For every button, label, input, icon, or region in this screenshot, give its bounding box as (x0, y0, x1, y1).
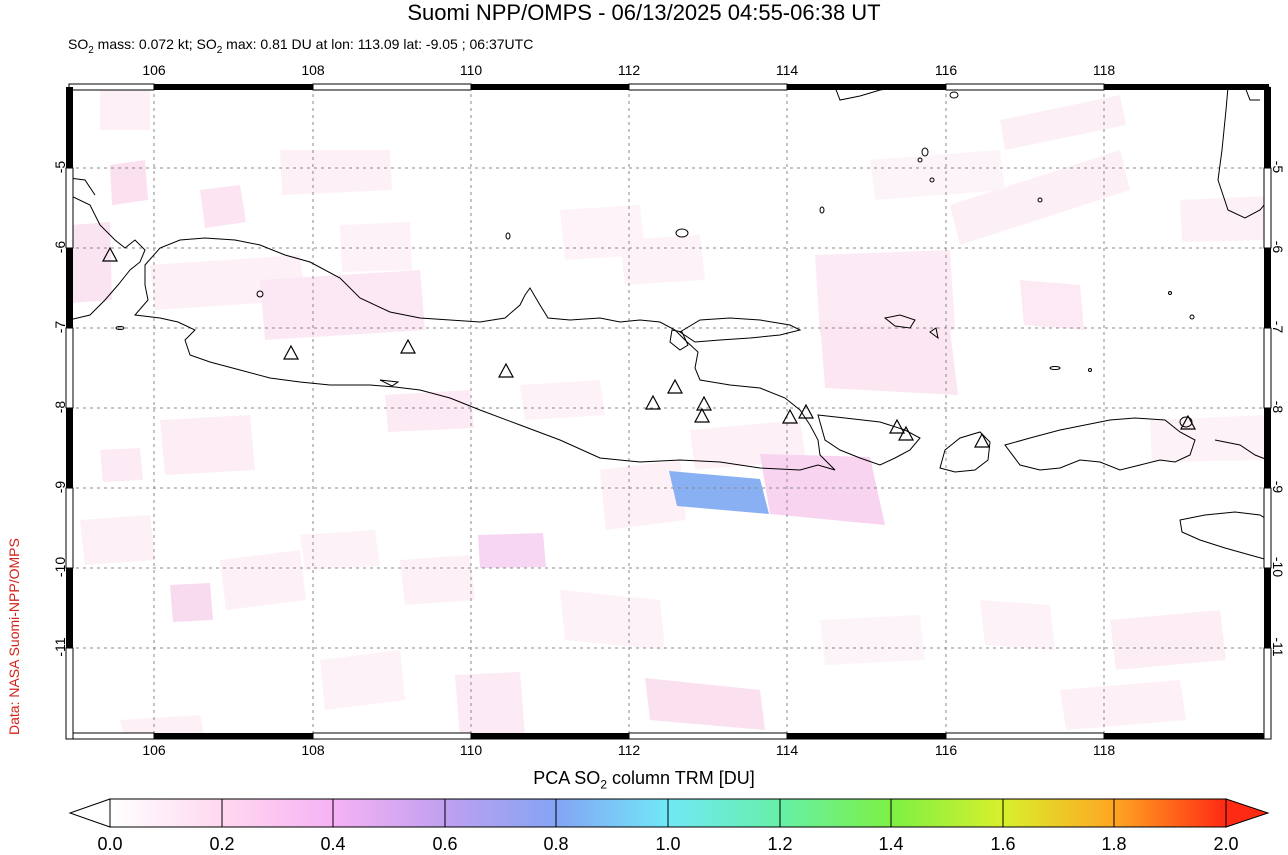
colorbar-tick-label: 1.0 (655, 834, 681, 854)
lon-tick-bottom: 118 (1092, 742, 1116, 758)
triangle-icon (693, 407, 711, 423)
colorbar-title-part: column TRM [DU] (607, 768, 755, 788)
volcano-markers (101, 246, 1197, 448)
colorbar-min-arrow (68, 798, 111, 828)
colorbar-tick-label: 1.6 (990, 834, 1016, 854)
colorbar-tick-label: 1.4 (878, 834, 904, 854)
lon-tick-top: 114 (775, 62, 799, 78)
triangle-icon (497, 362, 515, 378)
summary-part: max: 0.81 DU at lon: 113.09 lat: -9.05 ;… (222, 36, 534, 52)
colorbar-tick-label: 1.8 (1101, 834, 1127, 854)
summary-part: mass: 0.072 kt; SO (93, 36, 217, 52)
triangle-icon (282, 344, 300, 360)
lon-tick-top: 112 (617, 62, 641, 78)
triangle-icon (888, 418, 906, 434)
summary-subscript: 2 (88, 44, 94, 56)
lon-tick-bottom: 116 (934, 742, 958, 758)
triangle-icon (897, 425, 915, 441)
colorbar-tick-label: 0.8 (543, 834, 569, 854)
triangle-icon (695, 395, 713, 411)
colorbar-title-subscript: 2 (600, 777, 607, 792)
triangle-icon (399, 338, 417, 354)
so2-pixels (69, 87, 1269, 739)
colorbar-tick-label: 0.2 (209, 834, 235, 854)
map-frame (65, 83, 1272, 740)
triangle-icon (1179, 414, 1197, 430)
triangle-icon (973, 432, 991, 448)
lon-tick-bottom: 112 (617, 742, 641, 758)
lon-tick-bottom: 114 (775, 742, 799, 758)
colorbar (68, 798, 1270, 828)
colorbar-tick-label: 0.0 (97, 834, 123, 854)
colorbar-ticks (221, 799, 1115, 827)
triangle-icon (644, 394, 662, 410)
triangle-icon (797, 403, 815, 419)
colorbar-max-arrow (1225, 798, 1270, 828)
so2-summary: SO2 mass: 0.072 kt; SO2 max: 0.81 DU at … (68, 36, 533, 56)
triangle-icon (781, 408, 799, 424)
lon-tick-top: 106 (142, 62, 166, 78)
triangle-icon (666, 378, 684, 394)
colorbar-tick-label: 1.2 (767, 834, 793, 854)
colorbar-tick-label: 0.4 (320, 834, 346, 854)
colorbar-tick-label: 0.6 (432, 834, 458, 854)
summary-subscript: 2 (216, 44, 223, 56)
map-title: Suomi NPP/OMPS - 06/13/2025 04:55-06:38 … (407, 0, 881, 25)
colorbar-title-part: PCA SO (533, 768, 601, 788)
lon-tick-top: 118 (1092, 62, 1116, 78)
lon-tick-bottom: 110 (459, 742, 483, 758)
summary-part: SO (68, 36, 89, 52)
colorbar-tick-label: 2.0 (1213, 834, 1239, 854)
triangle-icon (101, 246, 119, 262)
lon-tick-top: 116 (934, 62, 958, 78)
colorbar-title: PCA SO2 column TRM [DU] (0, 768, 1288, 792)
lon-tick-top: 108 (301, 62, 325, 78)
lon-tick-bottom: 106 (142, 742, 166, 758)
lon-tick-top: 110 (459, 62, 483, 78)
lon-tick-bottom: 108 (301, 742, 325, 758)
